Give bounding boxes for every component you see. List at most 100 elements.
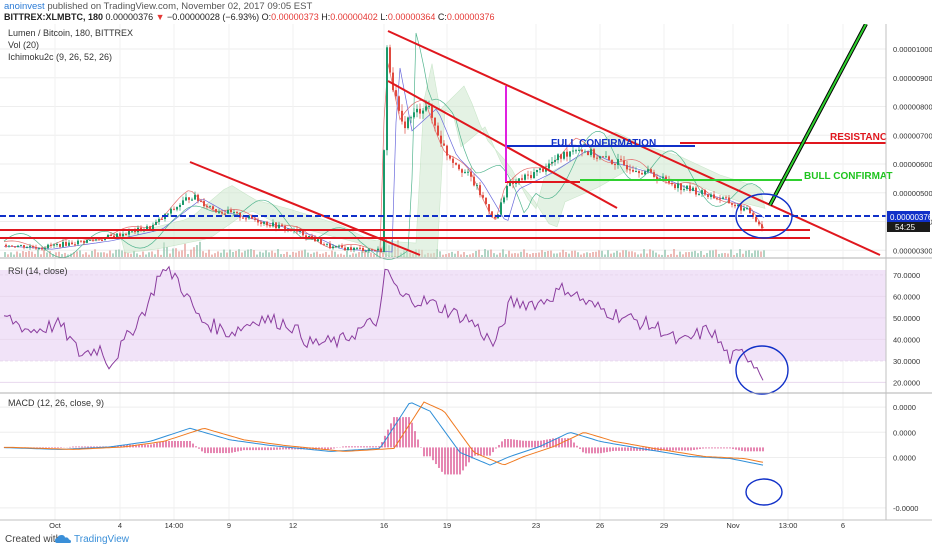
- volume-bar: [232, 252, 234, 257]
- candle-body: [437, 125, 439, 136]
- volume-bar: [304, 249, 306, 257]
- candle-body: [587, 151, 589, 156]
- candle-body: [128, 230, 130, 235]
- macd-tick-label: 0.0000: [893, 454, 916, 463]
- volume-bar: [64, 252, 66, 257]
- candle-body: [434, 117, 436, 126]
- author-link[interactable]: anoinvest: [4, 1, 45, 12]
- volume-bar: [469, 254, 471, 257]
- volume-bar: [688, 252, 690, 257]
- candle-body: [329, 243, 331, 249]
- candle-body: [557, 154, 559, 161]
- time-tick-label: 16: [380, 521, 388, 530]
- candle-body: [149, 226, 151, 230]
- volume-bar: [55, 252, 57, 257]
- candle-body: [158, 218, 160, 222]
- candle-body: [359, 247, 361, 249]
- chart-canvas[interactable]: Lumen / Bitcoin, 180, BITTREX Vol (20) I…: [0, 24, 932, 530]
- volume-bar: [277, 249, 279, 257]
- volume-bar: [700, 251, 702, 257]
- candle-body: [410, 117, 412, 119]
- candle-body: [71, 242, 73, 245]
- macd-scale[interactable]: 0.0000 0.0000 0.0000 -0.0000: [893, 403, 918, 513]
- volume-bar: [460, 254, 462, 257]
- candle-body: [179, 204, 181, 208]
- candle-body: [383, 150, 385, 253]
- volume-bar: [262, 252, 264, 257]
- candle-body: [320, 239, 322, 245]
- tradingview-logo-icon: [55, 535, 71, 543]
- candle-body: [221, 212, 223, 214]
- volume-bar: [742, 253, 744, 257]
- volume-bar: [292, 251, 294, 257]
- volume-bar: [523, 249, 525, 257]
- candle-body: [185, 197, 187, 201]
- candle-body: [503, 197, 505, 203]
- volume-bar: [508, 250, 510, 257]
- volume-bar: [535, 253, 537, 257]
- candle-body: [755, 216, 757, 222]
- candle-body: [311, 236, 313, 238]
- volume-bar: [85, 252, 87, 257]
- candle-body: [653, 172, 655, 177]
- volume-bar: [367, 249, 369, 257]
- volume-bar: [643, 249, 645, 257]
- candle-body: [524, 174, 526, 180]
- candle-body: [458, 164, 460, 170]
- volume-bar: [250, 249, 252, 257]
- rsi-band: [0, 270, 886, 361]
- rsi-scale[interactable]: 70.0000 60.0000 50.0000 40.0000 30.0000 20.00…: [893, 271, 920, 388]
- time-tick-label: 29: [660, 521, 668, 530]
- volume-bar: [88, 254, 90, 257]
- volume-bar: [580, 254, 582, 257]
- candle-body: [638, 171, 640, 174]
- tradingview-brand-link[interactable]: TradingView: [74, 534, 130, 545]
- volume-bar: [220, 252, 222, 257]
- volume-bar: [592, 252, 594, 257]
- candle-body: [569, 151, 571, 157]
- volume-bar: [325, 251, 327, 257]
- volume-bar: [652, 250, 654, 257]
- candle-body: [371, 249, 373, 251]
- volume-bar: [301, 250, 303, 257]
- volume-bar: [352, 253, 354, 257]
- volume-bar: [199, 241, 201, 257]
- macd-grid: [0, 406, 886, 509]
- candle-body: [203, 201, 205, 207]
- candle-body: [107, 234, 109, 238]
- candle-body: [176, 207, 178, 210]
- volume-bar: [484, 249, 486, 257]
- volume-indicator-label: Vol (20): [8, 40, 39, 50]
- candle-body: [347, 247, 349, 251]
- volume-bar: [100, 252, 102, 257]
- candle-body: [134, 230, 136, 233]
- candle-body: [74, 244, 76, 246]
- current-price-value: 0.00000376: [890, 213, 932, 222]
- candle-body: [488, 204, 490, 212]
- time-tick-label: 14:00: [165, 521, 184, 530]
- candle-body: [707, 194, 709, 197]
- time-axis[interactable]: Oct 4 14:00 9 12 16 19 23 26 29 Nov 13:00 6: [49, 521, 845, 530]
- candle-body: [89, 239, 91, 241]
- candle-body: [440, 135, 442, 144]
- volume-bar: [127, 253, 129, 257]
- candle-body: [701, 190, 703, 194]
- volume-bar: [103, 252, 105, 257]
- volume-bar: [610, 253, 612, 257]
- time-tick-label: Nov: [726, 521, 740, 530]
- volume-bar: [727, 253, 729, 257]
- volume-bar: [226, 252, 228, 257]
- candle-body: [182, 200, 184, 205]
- volume-bar: [715, 249, 717, 257]
- volume-bar: [184, 243, 186, 257]
- candle-body: [425, 106, 427, 111]
- candle-body: [656, 176, 658, 181]
- volume-bar: [307, 252, 309, 257]
- volume-bar: [268, 252, 270, 257]
- candle-body: [86, 239, 88, 243]
- macd-line: [3, 402, 764, 466]
- candle-body: [236, 212, 238, 214]
- price-tick-label: 0.00000500: [893, 189, 932, 198]
- volume-bar: [316, 251, 318, 257]
- candle-body: [116, 233, 118, 238]
